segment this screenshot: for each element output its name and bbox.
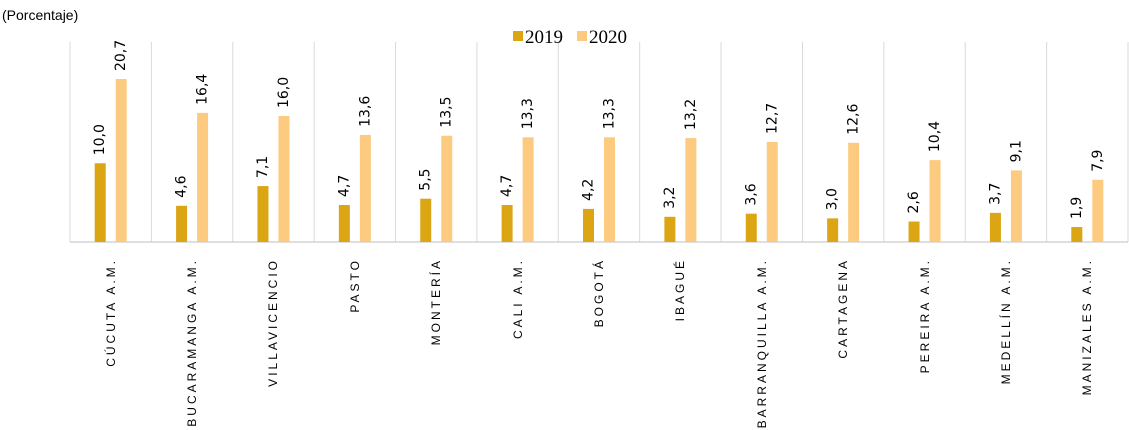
value-label: 13,6 bbox=[357, 96, 373, 127]
bar bbox=[848, 142, 860, 242]
bar bbox=[197, 112, 209, 242]
bar bbox=[685, 138, 697, 242]
bar bbox=[989, 212, 1001, 242]
value-label: 13,3 bbox=[520, 98, 536, 129]
bar bbox=[745, 213, 757, 242]
legend-swatch bbox=[577, 31, 587, 41]
legend-label: 2019 bbox=[525, 27, 563, 48]
bar bbox=[664, 216, 676, 242]
value-label: 16,4 bbox=[195, 74, 211, 105]
legend-swatch bbox=[513, 31, 523, 41]
value-label: 12,7 bbox=[764, 103, 780, 134]
value-label: 20,7 bbox=[113, 40, 129, 71]
value-label: 12,6 bbox=[846, 104, 862, 135]
bar bbox=[1071, 227, 1083, 242]
bar bbox=[1092, 179, 1104, 242]
bar bbox=[929, 160, 941, 242]
value-label: 1,9 bbox=[1069, 197, 1085, 219]
bar bbox=[94, 163, 106, 242]
x-tick-label: IBAGUÉ bbox=[673, 258, 688, 322]
value-label: 2,6 bbox=[906, 191, 922, 213]
value-label: 4,6 bbox=[174, 175, 190, 197]
subtitle: (Porcentaje) bbox=[2, 7, 78, 23]
x-tick-label: MEDELLÍN A.M. bbox=[998, 258, 1013, 385]
bar bbox=[908, 221, 920, 242]
bar bbox=[176, 205, 188, 242]
bar bbox=[278, 116, 290, 242]
bar bbox=[1010, 170, 1022, 242]
bar bbox=[583, 208, 594, 242]
bar bbox=[115, 79, 127, 242]
bar bbox=[501, 204, 513, 242]
x-tick-label: PASTO bbox=[347, 258, 362, 313]
value-label: 3,6 bbox=[743, 183, 759, 205]
value-label: 9,1 bbox=[1008, 140, 1024, 162]
bar bbox=[766, 142, 778, 242]
bar bbox=[359, 134, 371, 242]
bar bbox=[338, 204, 350, 242]
value-label: 3,2 bbox=[662, 187, 678, 209]
value-label: 4,2 bbox=[581, 179, 597, 201]
value-label: 13,3 bbox=[602, 98, 618, 129]
x-tick-label: BARRANQUILLA A.M. bbox=[754, 258, 769, 429]
x-tick-label: CÚCUTA A.M. bbox=[103, 258, 118, 367]
value-label: 13,2 bbox=[683, 99, 699, 130]
x-tick-label: CALI A.M. bbox=[510, 258, 525, 340]
value-label: 16,0 bbox=[276, 77, 292, 108]
value-label: 7,1 bbox=[255, 156, 271, 178]
bar bbox=[441, 135, 453, 242]
value-label: 3,7 bbox=[987, 183, 1003, 205]
value-label: 3,0 bbox=[825, 188, 841, 210]
bar bbox=[420, 198, 432, 242]
bar bbox=[827, 218, 839, 242]
value-label: 4,7 bbox=[499, 175, 515, 197]
x-tick-label: CARTAGENA bbox=[836, 258, 851, 359]
bar bbox=[604, 137, 615, 242]
value-label: 7,9 bbox=[1090, 150, 1106, 172]
bar bbox=[257, 186, 269, 242]
x-tick-label: MANIZALES A.M. bbox=[1080, 258, 1095, 396]
x-tick-label: BOGOTÁ bbox=[592, 258, 606, 328]
x-tick-label: VILLAVICENCIO bbox=[266, 258, 281, 387]
value-label: 5,5 bbox=[418, 168, 434, 190]
value-label: 4,7 bbox=[336, 175, 352, 197]
value-label: 10,4 bbox=[927, 121, 943, 152]
bar bbox=[522, 137, 534, 242]
value-label: 10,0 bbox=[92, 124, 108, 155]
x-tick-label: BUCARAMANGA A.M. bbox=[185, 258, 200, 427]
x-tick-label: PEREIRA A.M. bbox=[917, 258, 932, 374]
value-label: 13,5 bbox=[439, 97, 455, 128]
x-tick-label: MONTERÍA bbox=[429, 258, 444, 346]
legend-label: 2020 bbox=[589, 27, 627, 48]
